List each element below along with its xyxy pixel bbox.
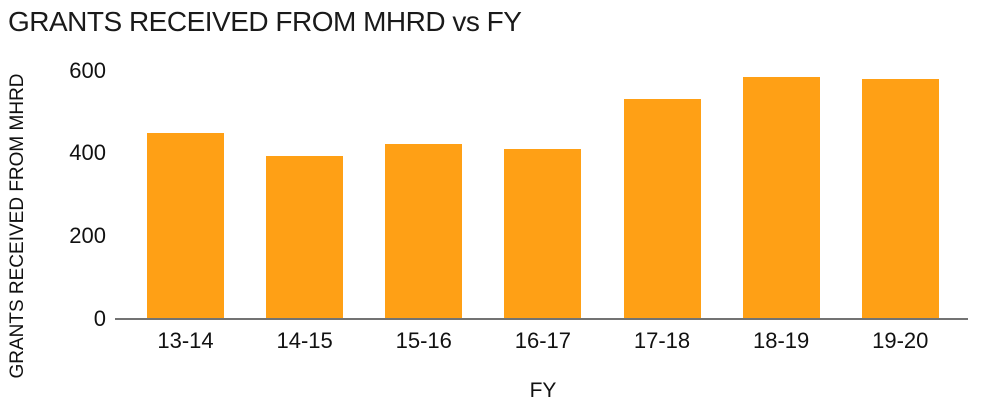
bar-15-16 <box>385 144 463 318</box>
bar-17-18 <box>623 99 701 318</box>
y-tick-label: 400 <box>69 140 106 166</box>
bar-14-15 <box>266 155 344 318</box>
y-tick-label: 200 <box>69 222 106 248</box>
x-tick-label: 18-19 <box>753 328 810 353</box>
bar-16-17 <box>504 148 582 318</box>
x-axis-line <box>115 318 968 320</box>
y-tick-label: 0 <box>93 305 106 331</box>
bar-19-20 <box>861 79 939 318</box>
bar-13-14 <box>147 133 224 318</box>
x-tick-label: 14-15 <box>276 328 333 353</box>
y-tick-label: 600 <box>69 57 106 83</box>
x-tick-label: 19-20 <box>872 328 929 353</box>
y-axis-title: GRANTS RECEIVED FROM MHRD <box>7 73 28 379</box>
bar-18-19 <box>742 77 820 318</box>
x-axis-title: FY <box>529 379 557 402</box>
chart-title: GRANTS RECEIVED FROM MHRD vs FY <box>8 6 522 37</box>
x-tick-label: 13-14 <box>157 328 214 353</box>
x-tick-label: 17-18 <box>633 328 691 353</box>
x-tick-label: 16-17 <box>514 328 572 353</box>
x-tick-label: 15-16 <box>395 328 452 353</box>
